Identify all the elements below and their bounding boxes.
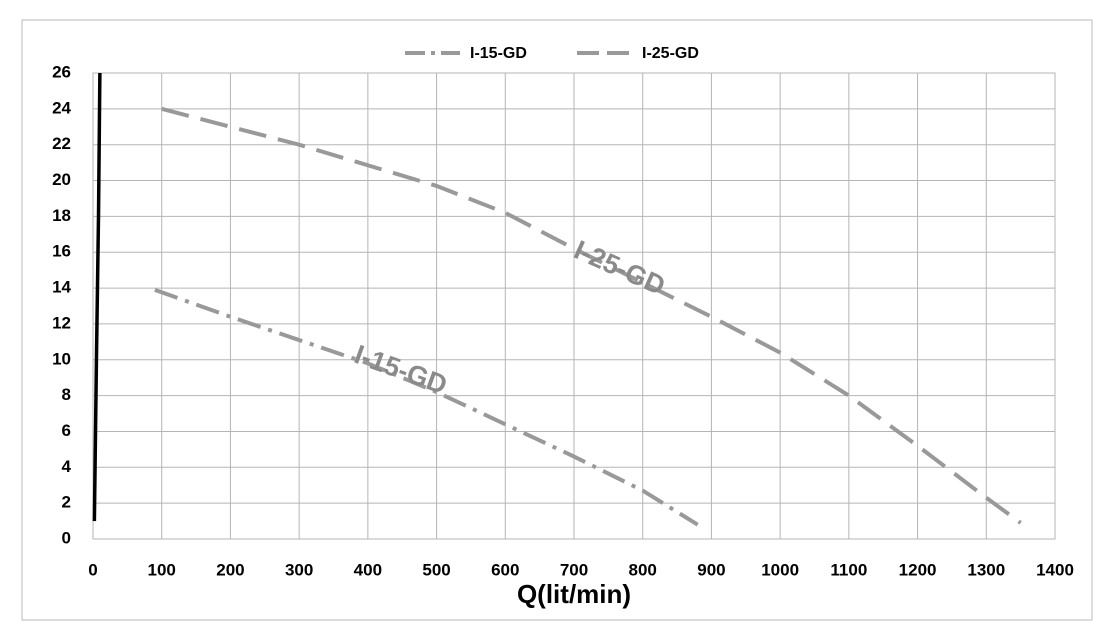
series-line — [154, 287, 699, 527]
x-tick-label: 1200 — [899, 560, 937, 579]
y-tick-label: 0 — [62, 528, 71, 547]
series-line — [161, 106, 1022, 525]
legend-label: I-25-GD — [642, 45, 699, 62]
chart-frame — [21, 19, 1093, 621]
y-tick-label: 18 — [52, 206, 71, 225]
plot-border — [92, 72, 1056, 540]
x-tick-label: 100 — [148, 560, 176, 579]
x-tick-label: 600 — [491, 560, 519, 579]
y-tick-label: 22 — [52, 134, 71, 153]
x-tick-label: 1400 — [1036, 560, 1074, 579]
y-tick-label: 2 — [62, 493, 71, 512]
x-tick-label: 500 — [422, 560, 450, 579]
x-tick-label: 400 — [354, 560, 382, 579]
x-axis-label: Q(lit/min) — [517, 579, 631, 609]
x-tick-label: 300 — [285, 560, 313, 579]
y-tick-label: 24 — [52, 98, 71, 117]
legend-label: I-15-GD — [470, 45, 527, 62]
y-tick-label: 12 — [52, 313, 71, 332]
y-tick-label: 4 — [62, 457, 72, 476]
series-line — [92, 72, 102, 522]
y-tick-label: 8 — [62, 385, 71, 404]
x-tick-label: 1300 — [967, 560, 1005, 579]
x-tick-label: 800 — [629, 560, 657, 579]
y-tick-label: 14 — [52, 278, 71, 297]
x-tick-label: 1000 — [761, 560, 799, 579]
y-tick-label: 6 — [62, 421, 71, 440]
x-tick-label: 200 — [216, 560, 244, 579]
x-tick-label: 900 — [697, 560, 725, 579]
x-tick-label: 1100 — [830, 560, 867, 579]
y-tick-label: 16 — [52, 242, 71, 261]
x-tick-label: 0 — [88, 560, 97, 579]
y-tick-label: 20 — [52, 170, 71, 189]
y-tick-label: 10 — [52, 349, 71, 368]
x-tick-label: 700 — [560, 560, 588, 579]
y-tick-label: 26 — [52, 62, 71, 81]
